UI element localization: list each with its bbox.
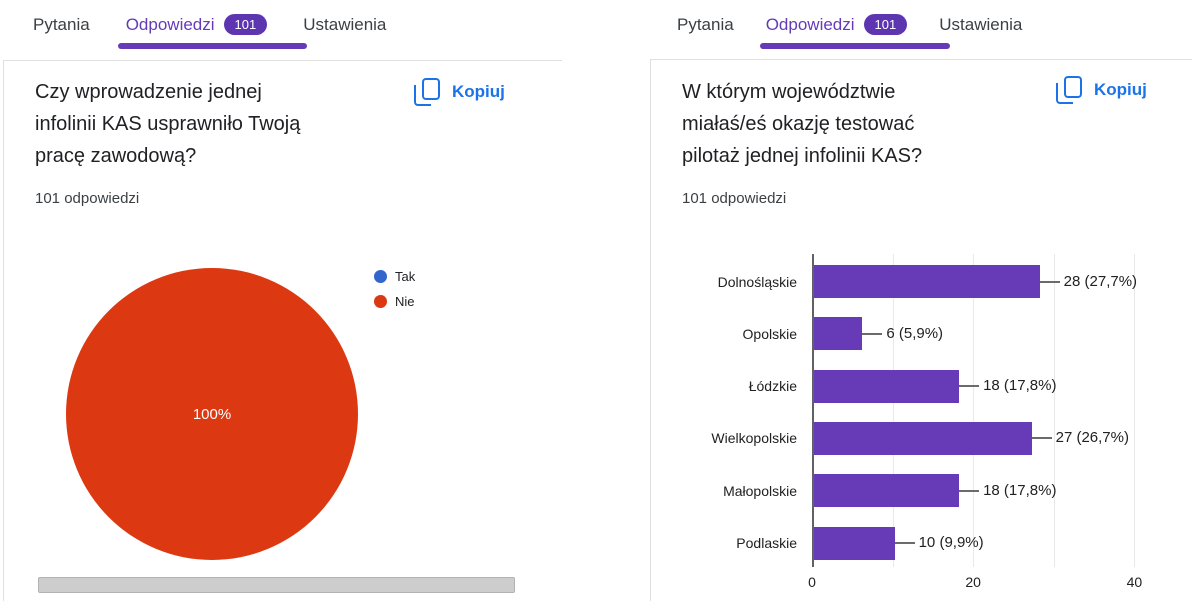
bar (814, 421, 1032, 455)
bar-value-label: 10 (9,9%) (918, 534, 984, 551)
tab-label: Pytania (677, 14, 734, 34)
copy-button[interactable]: Kopiuj (1056, 76, 1147, 104)
bar-category-label: Wielkopolskie (711, 430, 797, 447)
x-tick-label: 40 (1126, 574, 1143, 590)
bar-category-label: Opolskie (742, 325, 797, 342)
tab-ustawienia[interactable]: Ustawienia (939, 15, 1022, 35)
bar (814, 317, 863, 351)
value-connector-line (894, 542, 915, 544)
right-tab-bar: Pytania Odpowiedzi 101 Ustawienia (677, 14, 1022, 35)
bar (814, 526, 895, 560)
value-connector-line (959, 489, 980, 492)
bar-value-label: 27 (26,7%) (1055, 429, 1129, 447)
bar-category-label: Dolnośląskie (717, 273, 797, 290)
y-axis-line (812, 254, 814, 567)
bar-category-label: Małopolskie (723, 482, 797, 499)
x-tick-label: 20 (965, 574, 981, 590)
gridline (973, 254, 975, 567)
legend-item: Nie (374, 294, 415, 309)
legend-dot (374, 295, 387, 308)
copy-button-label: Kopiuj (1094, 80, 1147, 99)
bar (814, 265, 1040, 298)
legend-label: Nie (395, 294, 415, 309)
tab-label: Pytania (33, 14, 90, 34)
bar-value-label: 28 (27,7%) (1063, 272, 1138, 290)
tab-ustawienia[interactable]: Ustawienia (303, 15, 386, 35)
question-title: Czy wprowadzenie jednej infolinii KAS us… (35, 81, 301, 167)
bar (814, 369, 960, 403)
responses-count-badge: 101 (863, 14, 908, 35)
active-tab-indicator (760, 43, 950, 49)
gridline (1053, 254, 1055, 567)
value-connector-line (1031, 437, 1052, 440)
bar-value-label: 18 (17,8%) (983, 481, 1057, 499)
question-title: W którym województwie miałaś/eś okazję t… (682, 81, 923, 167)
responses-count: 101 odpowiedzi (35, 190, 140, 207)
bar-category-label: Łódzkie (748, 378, 797, 395)
left-tab-bar: Pytania Odpowiedzi 101 Ustawienia (33, 14, 386, 35)
tab-odpowiedzi[interactable]: Odpowiedzi 101 (766, 14, 908, 35)
gridline (892, 254, 894, 567)
pie-slice-label: 100% (192, 405, 232, 423)
tab-label: Odpowiedzi (765, 14, 855, 34)
tab-odpowiedzi[interactable]: Odpowiedzi 101 (126, 14, 268, 35)
copy-icon (1056, 76, 1082, 104)
bar-chart: 0 20 40 Dolnośląskie 28 (27,7%) Opolskie 6 (5,… (650, 250, 1192, 601)
value-connector-line (959, 385, 980, 388)
x-tick-label: 0 (808, 574, 816, 590)
bar-category-label: Podlaskie (736, 535, 797, 551)
copy-icon (414, 78, 440, 106)
horizontal-scrollbar[interactable] (38, 577, 515, 593)
responses-count-badge: 101 (223, 14, 268, 35)
tab-label: Ustawienia (303, 14, 387, 34)
tab-label: Ustawienia (939, 14, 1023, 34)
value-connector-line (862, 332, 883, 335)
gridline (1134, 254, 1136, 567)
legend-item: Tak (374, 269, 415, 284)
tab-pytania[interactable]: Pytania (677, 15, 734, 35)
bar-value-label: 6 (5,9%) (886, 324, 944, 342)
question-card (650, 59, 1192, 601)
pie-legend: Tak Nie (374, 269, 415, 309)
value-connector-line (1039, 280, 1060, 283)
legend-dot (374, 270, 387, 283)
active-tab-indicator (118, 43, 307, 49)
copy-button-label: Kopiuj (452, 82, 505, 101)
tab-pytania[interactable]: Pytania (33, 15, 90, 35)
copy-button[interactable]: Kopiuj (414, 78, 505, 106)
legend-label: Tak (395, 269, 416, 284)
pie-chart: 100% (66, 268, 358, 560)
bar (814, 474, 960, 508)
bar-value-label: 18 (17,8%) (983, 377, 1057, 395)
responses-count: 101 odpowiedzi (682, 190, 787, 207)
tab-label: Odpowiedzi (125, 14, 215, 34)
